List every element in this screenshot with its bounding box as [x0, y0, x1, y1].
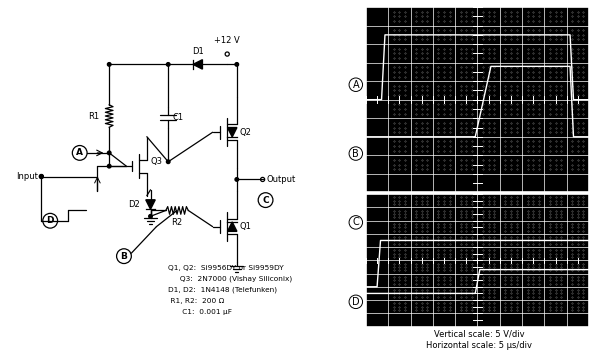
Text: C: C	[262, 196, 269, 205]
Text: R2: R2	[171, 218, 183, 227]
Circle shape	[108, 151, 111, 155]
Text: +12 V: +12 V	[214, 36, 240, 45]
Text: Output: Output	[266, 175, 295, 184]
Text: D2: D2	[129, 200, 140, 209]
Text: D: D	[352, 297, 359, 307]
Circle shape	[40, 175, 43, 178]
Polygon shape	[227, 222, 237, 231]
Text: R1: R1	[87, 112, 99, 120]
Text: Q3: Q3	[151, 157, 162, 166]
Text: D1: D1	[192, 47, 203, 56]
Text: D: D	[46, 216, 54, 225]
Circle shape	[235, 62, 239, 66]
Text: R1, R2:  200 Ω: R1, R2: 200 Ω	[168, 298, 224, 304]
Text: Q1, Q2:  Si9956DY or Si9959DY: Q1, Q2: Si9956DY or Si9959DY	[168, 265, 284, 271]
Text: A: A	[352, 80, 359, 90]
Circle shape	[108, 62, 111, 66]
Polygon shape	[146, 200, 155, 209]
Text: A: A	[76, 148, 83, 157]
Text: Q2: Q2	[240, 128, 252, 137]
Polygon shape	[227, 127, 237, 137]
Text: C: C	[352, 217, 359, 227]
Text: Q1: Q1	[240, 222, 252, 231]
Circle shape	[167, 62, 170, 66]
Text: C1:  0.001 μF: C1: 0.001 μF	[168, 309, 232, 315]
Text: Vertical scale: 5 V/div: Vertical scale: 5 V/div	[434, 329, 524, 338]
Text: D1, D2:  1N4148 (Telefunken): D1, D2: 1N4148 (Telefunken)	[168, 287, 277, 293]
Text: Q3:  2N7000 (Vishay Siliconix): Q3: 2N7000 (Vishay Siliconix)	[168, 276, 293, 282]
Circle shape	[149, 215, 152, 218]
Text: Input: Input	[17, 172, 39, 181]
Text: B: B	[121, 252, 127, 261]
Text: C1: C1	[173, 113, 184, 122]
Circle shape	[108, 164, 111, 168]
Text: Horizontal scale: 5 μs/div: Horizontal scale: 5 μs/div	[426, 341, 532, 350]
Text: B: B	[352, 149, 359, 158]
Circle shape	[167, 160, 170, 163]
Circle shape	[235, 178, 239, 181]
Polygon shape	[193, 60, 202, 69]
